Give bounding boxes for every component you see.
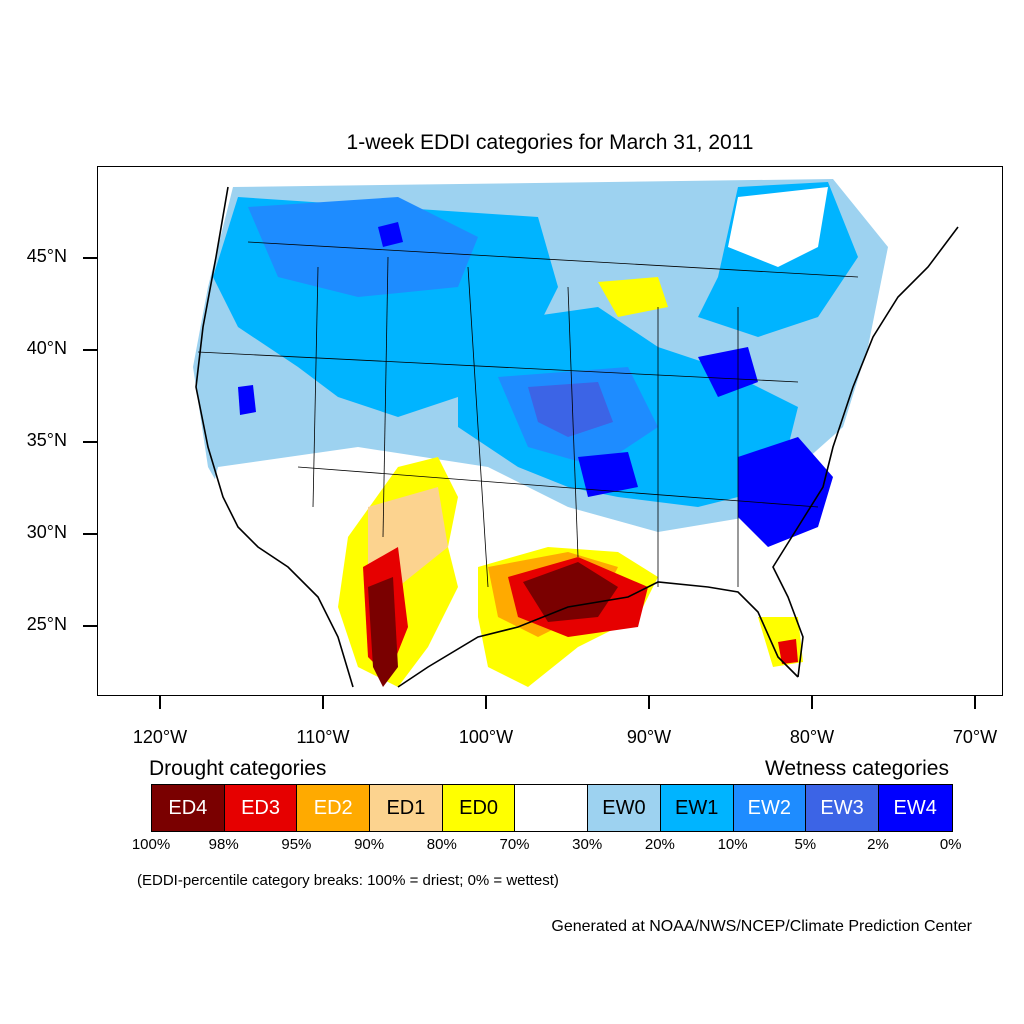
legend-box-ew2: EW2 [733,785,807,831]
region-ew4-mi [698,347,758,397]
y-tick [83,349,97,351]
legend-break-label: 30% [572,836,603,853]
y-tick [83,533,97,535]
x-axis-label: 120°W [132,727,188,747]
region-ew4-carolinas [738,437,833,547]
x-axis-label: 80°W [789,727,835,747]
legend-break-label: 98% [208,836,239,853]
region-ew2-nw [248,197,478,297]
x-axis-label: 100°W [458,727,514,747]
region-ew4-nd [378,222,403,247]
y-axis-label: 45°N [26,246,67,266]
map-title: 1-week EDDI categories for March 31, 201… [346,131,754,154]
legend-box-ew0: EW0 [588,785,661,831]
region-ed3-fl [778,639,798,664]
x-tick [159,696,161,709]
coastlines [195,186,959,688]
legend-break-label: 70% [499,836,530,853]
region-normal-ne [728,187,828,267]
credit-line: Generated at NOAA/NWS/NCEP/Climate Predi… [551,918,972,935]
region-ed4-tx [523,562,618,622]
eddi-map [188,179,959,695]
legend-break-label: 0% [939,836,962,853]
coastline-gulf [397,581,799,688]
legend-break-label: 100% [131,836,171,853]
x-tick [648,696,650,709]
legend-box-ew4: EW4 [878,785,952,831]
legend-break-label: 20% [644,836,675,853]
legend-break-label: 10% [717,836,748,853]
y-tick [83,257,97,259]
y-tick [83,625,97,627]
coastline-west [195,186,354,688]
y-axis-label: 40°N [26,338,67,358]
x-tick [322,696,324,709]
region-ew4-ca [238,385,256,415]
region-ed4-nm [368,577,398,687]
legend-box-ew3: EW3 [806,785,879,831]
y-axis-label: 25°N [26,614,67,634]
region-ew4-ok [578,452,638,497]
legend-box-ew1: EW1 [660,785,734,831]
state-borders [197,241,859,588]
legend-break-label: 80% [426,836,457,853]
legend-box-normal [515,785,589,831]
legend-box-ed3: ED3 [224,785,298,831]
drought-categories-title: Drought categories [149,757,327,780]
map-frame [97,166,1003,696]
legend-break-label: 95% [281,836,312,853]
category-note: (EDDI-percentile category breaks: 100% =… [137,872,559,889]
x-tick [974,696,976,709]
legend-break-label: 5% [794,836,817,853]
x-tick [811,696,813,709]
x-axis-label: 70°W [952,727,998,747]
region-ew3-ks [528,382,613,437]
y-axis-label: 35°N [26,430,67,450]
y-axis-label: 30°N [26,522,67,542]
y-tick [83,441,97,443]
legend-box-ed1: ED1 [370,785,443,831]
legend-break-label: 90% [354,836,385,853]
x-axis-label: 110°W [296,727,350,747]
legend-box-ed4: ED4 [152,785,225,831]
region-ed0-ne [598,277,668,317]
legend-break-label: 2% [867,836,889,853]
x-axis-label: 90°W [626,727,672,747]
category-legend: ED4 ED3 ED2 ED1 ED0 EW0 EW1 EW2 EW3 EW4 [151,784,953,832]
legend-box-ed2: ED2 [297,785,371,831]
coastline-east [772,226,959,678]
legend-box-ed0: ED0 [442,785,516,831]
wetness-categories-title: Wetness categories [764,757,949,780]
x-tick [485,696,487,709]
